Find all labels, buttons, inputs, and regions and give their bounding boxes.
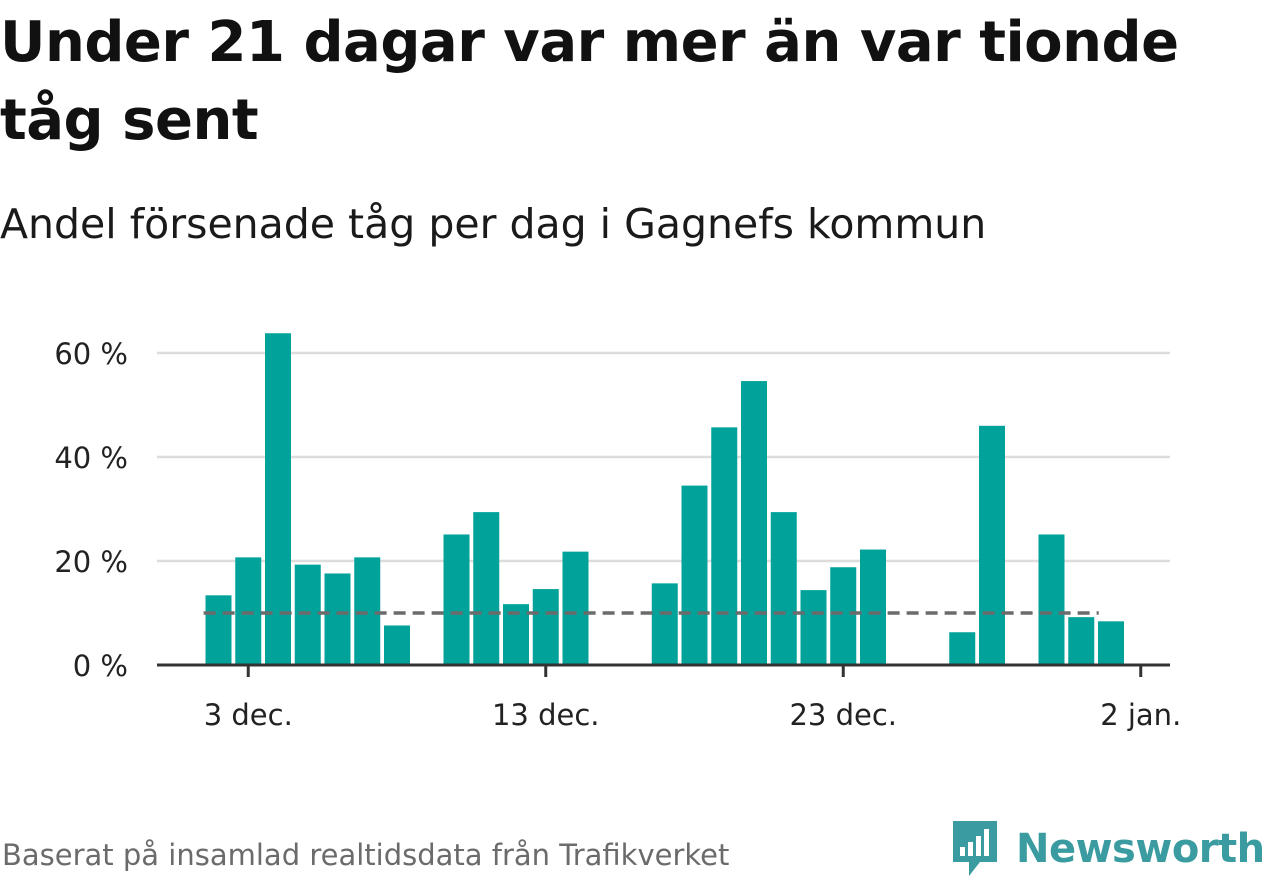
y-tick-label: 0 % xyxy=(73,649,128,683)
chart-subtitle: Andel försenade tåg per dag i Gagnefs ko… xyxy=(0,200,987,248)
bar xyxy=(949,632,976,665)
bar xyxy=(384,625,410,665)
y-axis-tick-labels: 0 % 20 % 40 % 60 % xyxy=(54,337,128,683)
bar xyxy=(562,551,589,665)
bar xyxy=(354,557,381,665)
y-tick-label: 20 % xyxy=(54,545,128,579)
bar-chart: 0 % 20 % 40 % 60 % 3 dec. 13 dec. 23 dec. 2 ja… xyxy=(54,333,1182,732)
y-tick-label: 40 % xyxy=(54,441,128,475)
bar xyxy=(711,427,738,665)
x-tick-label: 2 jan. xyxy=(1100,698,1181,732)
source-note: Baserat på insamlad realtidsdata från Tr… xyxy=(2,838,730,872)
gridlines xyxy=(157,351,1170,563)
x-tick-label: 13 dec. xyxy=(492,698,600,732)
bar xyxy=(681,485,708,665)
x-axis xyxy=(157,663,1170,677)
bar xyxy=(741,381,767,665)
newsworthy-logo-icon xyxy=(953,821,997,876)
x-axis-tick-labels: 3 dec. 13 dec. 23 dec. 2 jan. xyxy=(204,698,1182,732)
bar xyxy=(1068,617,1095,665)
bars xyxy=(205,333,1124,665)
bar xyxy=(1098,621,1124,665)
bar xyxy=(532,589,559,665)
bar xyxy=(265,333,291,665)
bar xyxy=(651,583,678,665)
bar xyxy=(473,512,500,665)
bar xyxy=(235,557,262,665)
brand-logo[interactable]: Newsworthy xyxy=(950,818,1262,880)
bar xyxy=(830,567,857,665)
bar xyxy=(205,595,232,665)
bar xyxy=(860,549,886,665)
bar xyxy=(770,512,797,665)
bar xyxy=(1038,534,1065,665)
brand-name: Newsworthy xyxy=(1016,826,1262,872)
y-tick-label: 60 % xyxy=(54,337,128,371)
bar xyxy=(443,534,470,665)
bar xyxy=(294,564,321,665)
bar xyxy=(800,590,827,665)
x-tick-label: 23 dec. xyxy=(789,698,897,732)
chart-title: Under 21 dagar var mer än var tionde tåg… xyxy=(0,10,1179,153)
bar xyxy=(324,573,351,665)
x-tick-label: 3 dec. xyxy=(204,698,293,732)
bar xyxy=(979,425,1005,665)
